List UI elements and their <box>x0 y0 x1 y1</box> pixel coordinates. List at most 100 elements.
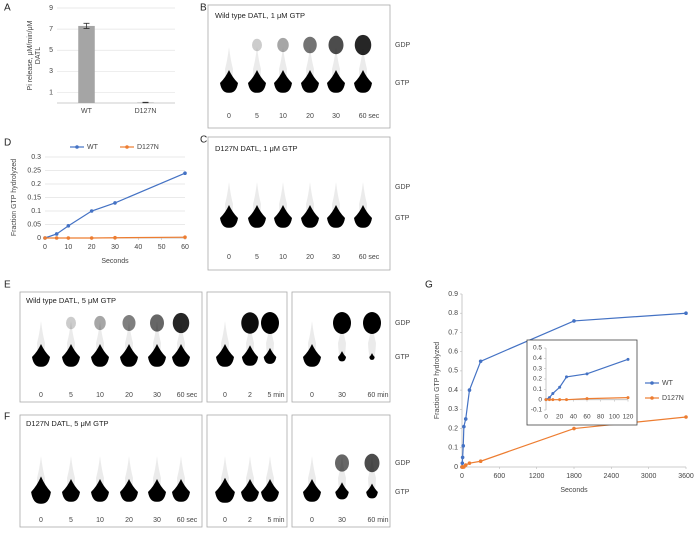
point <box>462 424 466 429</box>
lane-label: 10 <box>96 517 104 524</box>
gtp-spot <box>301 70 319 93</box>
lane-label: 0 <box>310 392 314 399</box>
gtp-spot <box>91 344 109 367</box>
smear <box>338 321 346 360</box>
gtp-spot <box>274 70 292 93</box>
gdp-label: GDP <box>395 184 411 191</box>
y-tick-label: 0.2 <box>448 425 458 432</box>
point <box>558 385 562 389</box>
lane-label: 0 <box>223 517 227 524</box>
gdp-label: GDP <box>395 42 411 49</box>
panel-letter: D <box>4 138 11 149</box>
gtp-spot <box>303 344 321 367</box>
point <box>467 388 472 392</box>
gdp-spot <box>363 312 381 334</box>
gtp-spot <box>369 353 375 360</box>
gtp-spot <box>148 479 166 502</box>
bar <box>78 25 95 104</box>
point <box>478 359 483 364</box>
lane-label: 0 <box>227 254 231 261</box>
lane-label: 5 min <box>267 392 284 399</box>
x-tick-label: D127N <box>135 108 157 115</box>
x-tick-label: 40 <box>134 244 142 251</box>
gtp-spot <box>216 344 234 367</box>
y-tick-label: 0.5 <box>448 368 458 375</box>
y-tick-label: 9 <box>49 5 53 12</box>
legend-marker <box>125 145 129 149</box>
gdp-spot <box>252 38 262 52</box>
point <box>626 396 630 400</box>
gtp-spot <box>172 479 190 502</box>
lane-label: 30 <box>338 392 346 399</box>
point <box>463 417 468 421</box>
x-tick-label: 1800 <box>566 473 582 480</box>
gtp-spot <box>62 344 80 367</box>
x-tick-label: 80 <box>597 414 605 421</box>
lane-label: 60 sec <box>359 254 380 261</box>
point <box>463 463 468 467</box>
gtp-label: GTP <box>395 80 410 87</box>
y-tick-label: -0.1 <box>531 407 543 414</box>
gtp-spot <box>303 479 321 502</box>
lane-label: 2 <box>248 517 252 524</box>
y-tick-label: 0 <box>538 396 542 403</box>
gtp-spot <box>301 205 319 228</box>
y-tick-label: 0.4 <box>448 387 458 394</box>
y-axis-label: Fraction GTP hydrolyzed <box>434 342 441 419</box>
point <box>572 319 576 323</box>
y-tick-label: 0.3 <box>448 406 458 413</box>
panel-letter: B <box>200 3 207 14</box>
y-tick-label: 5 <box>49 47 53 54</box>
y-tick-label: 0.2 <box>31 181 41 188</box>
x-tick-label: 0 <box>460 473 464 480</box>
smear <box>266 321 274 360</box>
panel-letter: A <box>4 3 11 14</box>
x-tick-label: 120 <box>623 414 634 421</box>
lane-label: 5 <box>69 517 73 524</box>
gdp-spot <box>122 315 136 331</box>
point <box>585 372 589 376</box>
lane-label: 10 <box>279 254 287 261</box>
y-tick-label: 0.7 <box>448 329 458 336</box>
gdp-spot <box>241 312 259 334</box>
point <box>66 236 71 240</box>
series-line <box>45 236 186 239</box>
lane-label: 5 <box>255 254 259 261</box>
gdp-spot <box>277 37 289 53</box>
lane-label: 2 <box>248 392 252 399</box>
legend-label: D127N <box>137 144 159 151</box>
x-tick-label: 20 <box>88 244 96 251</box>
point <box>565 398 568 402</box>
gel-frame <box>19 414 203 528</box>
legend-marker <box>650 381 654 385</box>
lane-label: 0 <box>310 517 314 524</box>
x-tick-label: 3000 <box>641 473 657 480</box>
gtp-spot <box>220 205 238 228</box>
panel-letter: F <box>4 412 10 423</box>
gdp-spot <box>364 453 380 473</box>
x-tick-label: 0 <box>544 414 548 421</box>
lane-label: 30 <box>338 517 346 524</box>
gtp-spot <box>91 479 109 502</box>
point <box>547 396 551 400</box>
inset-frame <box>526 339 638 426</box>
panel-letter: E <box>4 280 11 291</box>
gtp-spot <box>241 345 259 366</box>
lane-label: 0 <box>223 392 227 399</box>
legend-marker <box>650 396 654 400</box>
y-tick-label: 0.4 <box>533 355 542 362</box>
y-tick-label: 3 <box>49 68 53 75</box>
gdp-spot <box>94 315 106 331</box>
y-tick-label: 0.2 <box>533 376 542 383</box>
y-axis-label: Fraction GTP hydrolyzed <box>11 159 18 236</box>
y-tick-label: 0.8 <box>448 310 458 317</box>
point <box>89 236 94 240</box>
point <box>43 236 47 240</box>
lane-label: 20 <box>306 254 314 261</box>
gdp-label: GDP <box>395 320 411 327</box>
gdp-spot <box>261 312 279 334</box>
point <box>461 444 466 448</box>
y-tick-label: 0.15 <box>27 194 41 201</box>
x-axis-label: Seconds <box>101 258 129 265</box>
x-tick-label: 2400 <box>604 473 620 480</box>
